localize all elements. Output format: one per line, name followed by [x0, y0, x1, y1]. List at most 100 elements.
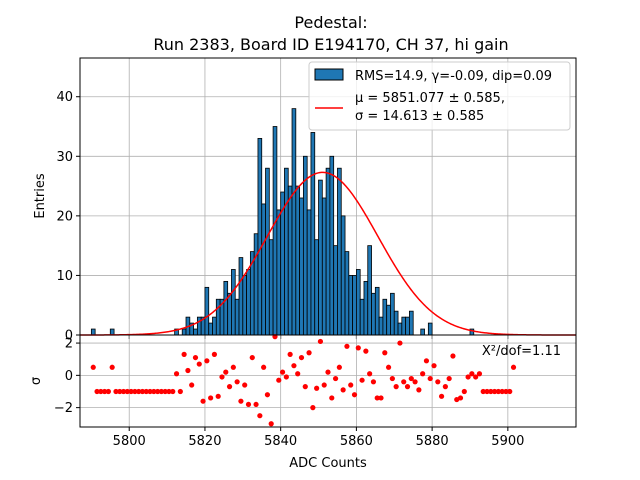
residual-point — [401, 379, 407, 385]
residual-panel: −2 0 2 5800 5820 5840 5860 5880 5900 σ ADC Coun… — [29, 334, 577, 471]
histogram-bar — [196, 316, 202, 336]
residual-point — [177, 388, 183, 395]
residual-point — [102, 388, 108, 395]
residual-point — [147, 388, 153, 395]
histogram-bar — [109, 328, 115, 336]
histogram-bar — [257, 138, 263, 336]
histogram-bar — [291, 108, 297, 336]
residual-point — [374, 395, 380, 401]
histogram-bar — [276, 209, 282, 336]
histogram-bar — [397, 322, 403, 336]
legend-fit-label-sigma: σ = 14.613 ± 0.585 — [355, 109, 484, 124]
residual-point — [261, 364, 267, 370]
residual-point — [234, 379, 240, 385]
legend: RMS=14.9, γ=-0.09, dip=0.09 μ = 5851.077… — [308, 61, 571, 131]
residual-point — [276, 377, 282, 383]
y-tick-label: 0 — [65, 369, 73, 384]
residual-point — [128, 388, 134, 395]
residual-point — [90, 364, 96, 370]
residual-point — [120, 388, 127, 395]
residual-point — [132, 388, 138, 395]
chart-title-line1: Pedestal: — [294, 13, 367, 32]
residual-point — [181, 351, 187, 357]
histogram-bar — [333, 245, 338, 336]
residual-point — [476, 371, 483, 377]
residual-point — [314, 385, 320, 391]
histogram-bar — [325, 167, 331, 336]
residual-point — [257, 413, 263, 419]
histogram-bar — [265, 167, 270, 336]
histogram-bar — [310, 132, 316, 336]
residual-point — [211, 351, 218, 357]
histogram-bar — [386, 304, 391, 336]
residual-point — [446, 375, 452, 382]
residual-point — [242, 382, 248, 388]
histogram-panel: 0 10 20 30 40 Entries RMS=14.9, γ=-0.09, dip… — [33, 57, 577, 344]
x-tick-label: 5820 — [188, 434, 221, 449]
y-tick-label: 30 — [56, 150, 73, 165]
residual-point — [238, 398, 244, 404]
residual-point — [412, 379, 418, 385]
residual-point — [139, 388, 146, 395]
histogram-bar — [284, 167, 289, 336]
residual-point — [499, 388, 505, 395]
histogram-bar — [321, 197, 327, 336]
chi2-annotation: X²/dof=1.11 — [482, 344, 561, 359]
residual-point — [317, 338, 324, 345]
residual-point — [503, 388, 509, 395]
histogram-bar — [238, 257, 244, 336]
histogram-bar — [193, 328, 198, 336]
histogram-bar — [306, 209, 312, 336]
residual-point — [397, 340, 403, 346]
residual-point — [162, 388, 168, 395]
y-tick-label: 10 — [56, 269, 73, 284]
residual-point — [310, 405, 316, 411]
y-tick-label: −2 — [54, 401, 73, 416]
residual-point — [355, 345, 361, 351]
x-axis-label: ADC Counts — [289, 456, 367, 471]
residual-point — [423, 358, 430, 364]
histogram-bar — [348, 275, 354, 336]
histogram-bar — [382, 298, 388, 336]
residual-point — [173, 371, 180, 377]
residual-point — [416, 387, 422, 393]
y-tick-label: 0 — [65, 329, 73, 344]
residual-point — [408, 375, 414, 382]
residual-point — [321, 382, 327, 388]
residual-point — [306, 350, 312, 356]
residual-point — [245, 401, 252, 408]
residual-point — [155, 388, 161, 395]
histogram-bar — [340, 215, 346, 336]
y-tick-label: 20 — [56, 209, 73, 224]
residual-y-label: σ — [29, 377, 44, 385]
residual-point — [480, 388, 486, 395]
residual-point — [363, 348, 369, 354]
histogram-bar — [181, 328, 187, 336]
residual-point — [351, 392, 358, 398]
residual-point — [196, 361, 202, 367]
residual-point — [185, 367, 191, 374]
residual-point — [298, 354, 305, 361]
residual-point — [124, 388, 130, 395]
histogram-bar — [420, 328, 425, 336]
gaussian-fit-curve — [80, 171, 576, 336]
residual-point — [249, 354, 255, 361]
residual-point — [219, 374, 225, 380]
residual-point — [295, 371, 301, 377]
histogram-bar — [208, 322, 213, 336]
histogram-bars — [90, 108, 475, 336]
residual-y-ticks: −2 0 2 — [54, 337, 80, 416]
histogram-bar — [223, 280, 229, 336]
histogram-bar — [212, 316, 217, 336]
residual-point — [166, 388, 172, 395]
residual-point — [268, 421, 274, 427]
residual-point — [484, 388, 490, 395]
x-tick-label: 5840 — [264, 434, 297, 449]
residual-point — [98, 388, 104, 395]
residual-point — [393, 384, 399, 390]
residual-point — [465, 374, 471, 380]
histogram-bar — [318, 179, 323, 336]
histogram-bar — [253, 233, 259, 336]
histogram-bar — [227, 292, 232, 336]
histogram-bar — [246, 269, 251, 336]
